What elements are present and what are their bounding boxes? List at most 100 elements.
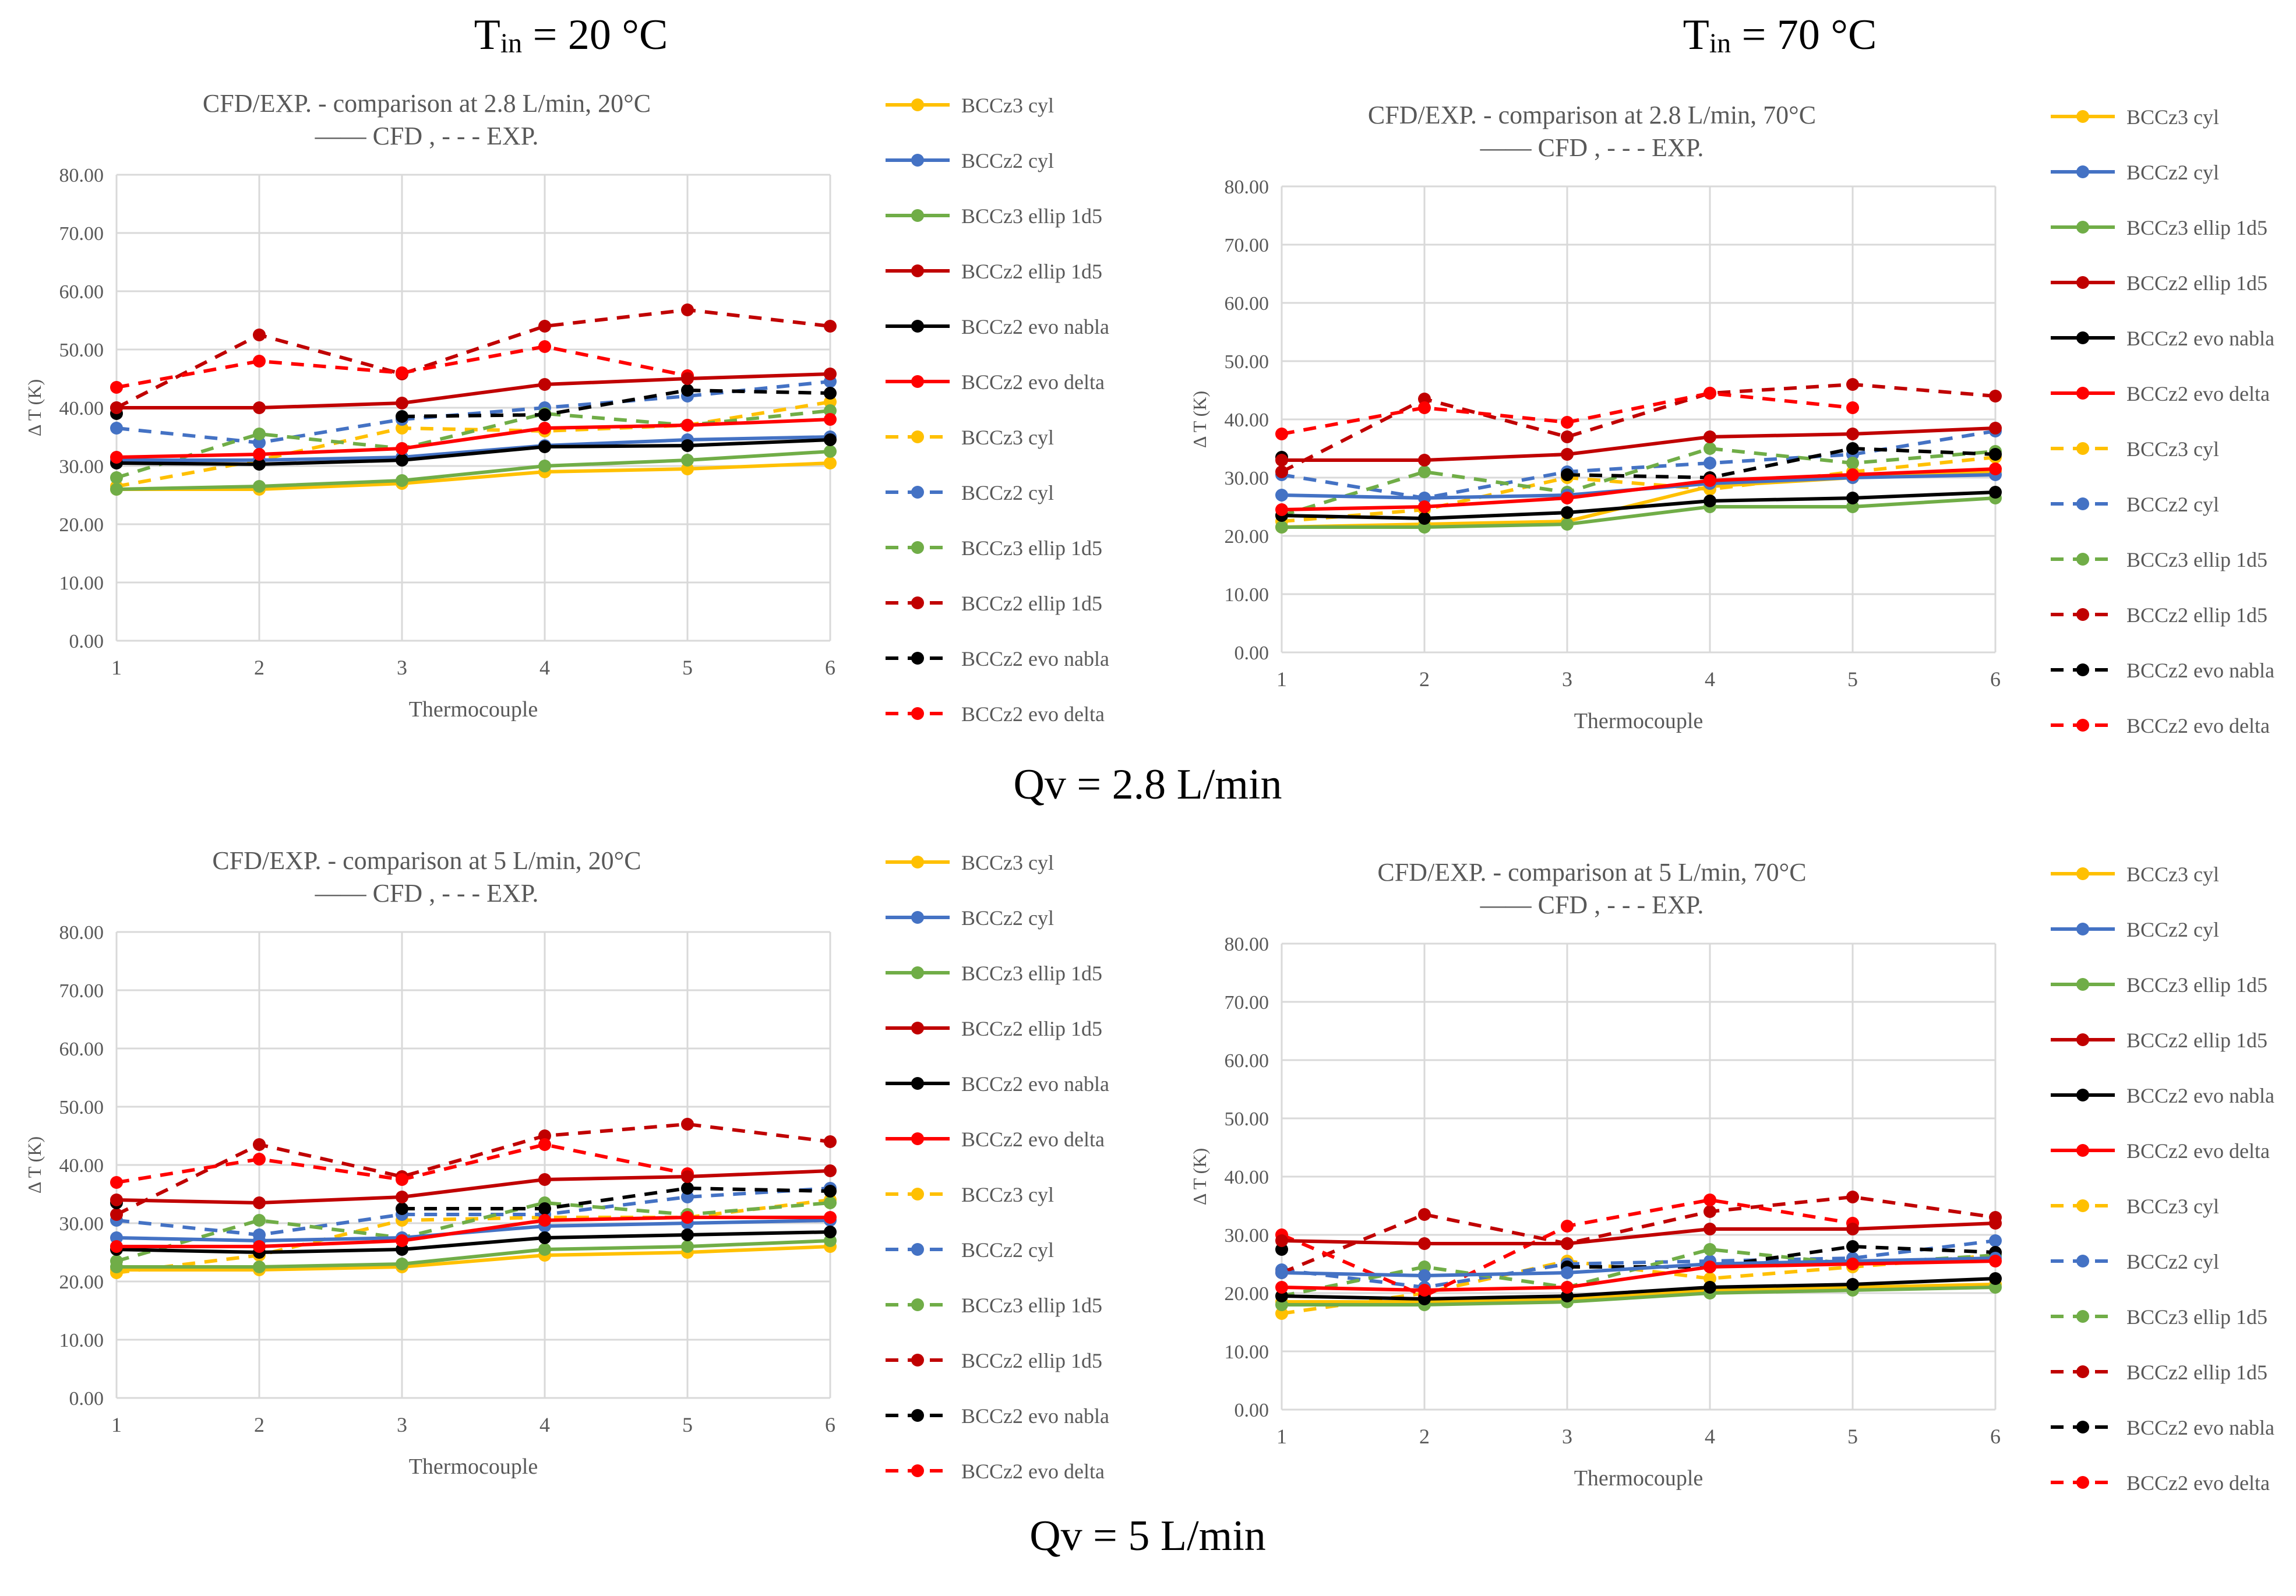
legend-label: BCCz2 evo delta xyxy=(2126,1139,2270,1163)
data-point-bccz2-ellip-1d5-exp xyxy=(1704,1205,1716,1218)
data-point-bccz2-evo-delta-exp xyxy=(110,1176,123,1189)
x-tick-label: 4 xyxy=(539,656,550,679)
y-tick-label: 70.00 xyxy=(1225,992,1269,1014)
data-point-bccz2-evo-nabla-cfd xyxy=(1989,1272,2002,1285)
data-point-bccz2-evo-delta-cfd xyxy=(1418,1284,1431,1297)
legend-entry-bccz2-evo-nabla-cfd: BCCz2 evo nabla xyxy=(2051,1084,2274,1107)
legend-label: BCCz2 cyl xyxy=(2126,918,2219,941)
data-point-bccz2-evo-delta-exp xyxy=(396,1173,408,1186)
legend-entry-bccz3-ellip-1d5-exp: BCCz3 ellip 1d5 xyxy=(886,536,1102,560)
series-bccz2-evo-nabla-exp xyxy=(110,384,837,423)
data-point-bccz2-ellip-1d5-exp xyxy=(824,320,837,333)
x-axis-label: Thermocouple xyxy=(409,697,538,722)
legend-label: BCCz2 ellip 1d5 xyxy=(961,260,1102,283)
data-point-bccz2-ellip-1d5-exp xyxy=(1846,1191,1859,1203)
chart-subtitle: —— CFD , - - - EXP. xyxy=(315,879,539,908)
legend-entry-bccz2-evo-delta-cfd: BCCz2 evo delta xyxy=(2051,1139,2270,1163)
legend-swatch-marker xyxy=(2076,1033,2089,1046)
y-tick-label: 70.00 xyxy=(59,980,104,1002)
y-tick-label: 40.00 xyxy=(59,398,104,419)
x-tick-label: 4 xyxy=(1705,668,1715,691)
series-line-bccz2-evo-nabla-exp xyxy=(401,389,831,418)
data-point-bccz2-evo-nabla-cfd xyxy=(1418,512,1431,525)
legend-label: BCCz2 ellip 1d5 xyxy=(961,1017,1102,1040)
legend-swatch-marker xyxy=(2076,923,2089,935)
y-tick-label: 70.00 xyxy=(1225,235,1269,256)
data-point-bccz2-evo-nabla-exp xyxy=(1846,1240,1859,1253)
data-point-bccz3-ellip-1d5-cfd xyxy=(1275,521,1288,534)
chart-2-8lpm-20c: CFD/EXP. - comparison at 2.8 L/min, 20°C… xyxy=(24,89,1109,726)
legend-label: BCCz3 cyl xyxy=(2126,1195,2219,1218)
data-point-bccz2-evo-delta-cfd xyxy=(110,451,123,464)
data-point-bccz2-evo-delta-cfd xyxy=(681,419,694,432)
data-point-bccz2-evo-nabla-cfd xyxy=(681,439,694,452)
data-point-bccz2-evo-delta-cfd xyxy=(1704,1260,1716,1273)
x-tick-label: 6 xyxy=(1990,1425,2001,1448)
legend-label: BCCz2 ellip 1d5 xyxy=(2126,603,2267,627)
legend-label: BCCz2 evo delta xyxy=(961,1460,1105,1483)
data-point-bccz2-evo-nabla-cfd xyxy=(681,1228,694,1241)
data-point-bccz2-evo-nabla-exp xyxy=(824,1185,837,1198)
data-point-bccz2-ellip-1d5-exp xyxy=(253,329,266,341)
legend-entry-bccz2-cyl-cfd: BCCz2 cyl xyxy=(886,149,1054,172)
legend-swatch-marker xyxy=(2076,867,2089,880)
series-line-bccz2-evo-delta-cfd xyxy=(1281,1259,1996,1292)
series-line-bccz2-cyl-exp xyxy=(1281,1239,1996,1289)
legend-entry-bccz2-evo-nabla-exp: BCCz2 evo nabla xyxy=(2051,659,2274,682)
series-bccz2-ellip-1d5-cfd xyxy=(1275,1217,2002,1250)
data-point-bccz2-evo-nabla-exp xyxy=(1846,442,1859,455)
series-bccz3-ellip-1d5-cfd xyxy=(110,445,837,496)
data-point-bccz2-evo-delta-exp xyxy=(1275,428,1288,440)
legend-swatch-marker xyxy=(2076,1199,2089,1212)
legend-label: BCCz2 cyl xyxy=(2126,1250,2219,1273)
legend-label: BCCz3 cyl xyxy=(2126,105,2219,129)
data-point-bccz2-evo-nabla-cfd xyxy=(1846,492,1859,504)
data-point-bccz2-ellip-1d5-cfd xyxy=(1989,422,2002,435)
data-point-bccz2-evo-delta-cfd xyxy=(396,442,408,455)
series-bccz2-evo-delta-cfd xyxy=(110,1211,837,1253)
data-point-bccz2-evo-delta-cfd xyxy=(1418,500,1431,513)
legend-label: BCCz3 ellip 1d5 xyxy=(2126,216,2267,239)
data-point-bccz2-ellip-1d5-cfd xyxy=(1846,428,1859,440)
data-point-bccz2-evo-delta-cfd xyxy=(681,1211,694,1224)
legend-swatch-marker xyxy=(911,264,924,277)
legend-swatch-marker xyxy=(911,707,924,720)
series-line-bccz2-evo-nabla-cfd xyxy=(1281,490,1996,520)
legend-label: BCCz2 evo nabla xyxy=(2126,1084,2274,1107)
y-tick-label: 50.00 xyxy=(1225,351,1269,373)
series-line-bccz2-evo-delta-cfd xyxy=(116,418,831,459)
y-tick-label: 60.00 xyxy=(1225,1050,1269,1072)
series-bccz2-ellip-1d5-exp xyxy=(1275,378,2002,478)
legend-entry-bccz3-cyl-exp: BCCz3 cyl xyxy=(886,1183,1054,1206)
data-point-bccz2-evo-delta-exp xyxy=(1561,416,1574,429)
y-axis-label: Δ T (K) xyxy=(24,379,45,436)
data-point-bccz2-evo-nabla-cfd xyxy=(1704,495,1716,507)
legend-entry-bccz2-ellip-1d5-cfd: BCCz2 ellip 1d5 xyxy=(2051,1029,2267,1052)
data-point-bccz2-evo-delta-exp xyxy=(253,1153,266,1166)
legend-label: BCCz2 ellip 1d5 xyxy=(961,1349,1102,1372)
legend-entry-bccz3-ellip-1d5-exp: BCCz3 ellip 1d5 xyxy=(886,1294,1102,1317)
data-point-bccz2-ellip-1d5-exp xyxy=(253,1138,266,1151)
y-tick-label: 80.00 xyxy=(59,165,104,186)
series-bccz2-ellip-1d5-exp xyxy=(110,1118,837,1221)
legend-label: BCCz3 ellip 1d5 xyxy=(2126,548,2267,571)
x-tick-label: 2 xyxy=(254,1413,264,1436)
data-point-bccz2-evo-delta-cfd xyxy=(1846,1258,1859,1270)
legend-swatch-marker xyxy=(911,1464,924,1477)
legend-swatch-marker xyxy=(911,209,924,222)
legend-entry-bccz2-ellip-1d5-exp: BCCz2 ellip 1d5 xyxy=(2051,1361,2267,1384)
data-point-bccz3-ellip-1d5-exp xyxy=(1418,465,1431,478)
legend-swatch-marker xyxy=(911,966,924,979)
series-bccz2-evo-delta-exp xyxy=(1275,387,1859,440)
x-axis-label: Thermocouple xyxy=(1574,709,1704,733)
x-tick-label: 1 xyxy=(111,1413,122,1436)
legend-swatch-marker xyxy=(911,541,924,554)
y-tick-label: 40.00 xyxy=(1225,1167,1269,1188)
x-tick-label: 1 xyxy=(1276,668,1287,691)
legend-swatch-marker xyxy=(911,1354,924,1367)
series-bccz2-evo-delta-cfd xyxy=(1275,1255,2002,1297)
series-line-bccz3-cyl-cfd xyxy=(1282,1283,1996,1304)
legend-entry-bccz3-cyl-exp: BCCz3 cyl xyxy=(2051,1195,2219,1218)
legend-swatch-marker xyxy=(911,1243,924,1256)
data-point-bccz3-ellip-1d5-exp xyxy=(1704,1243,1716,1256)
